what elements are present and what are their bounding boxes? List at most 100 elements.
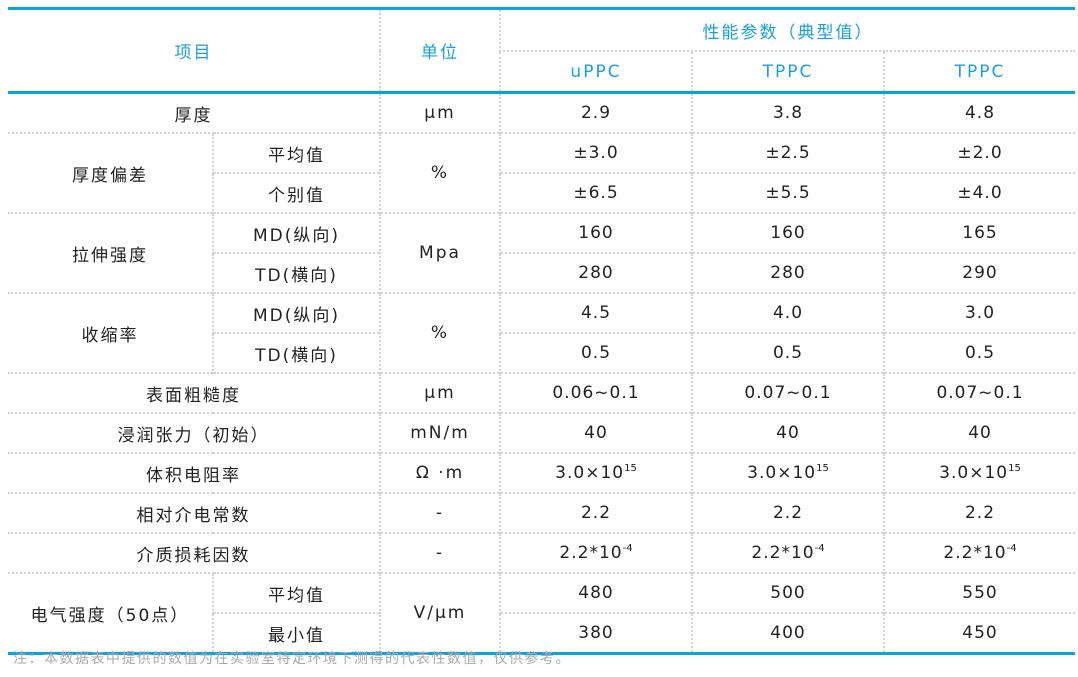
value-cell: 380 [499,612,692,654]
value-base: 2.2*10 [943,543,1007,563]
table-row: 介质损耗因数 -2.2*10-4 2.2*10-4 2.2*10-4 [8,532,1076,573]
table-row: 个别值 ±6.5 ±5.5 ±4.0 [8,172,1076,213]
value-cell: 160 [499,212,692,253]
value-cell: ±4.0 [882,172,1076,213]
header-product-uppc: uPPC [499,51,692,93]
header-item: 项目 [174,43,213,63]
value-exponent: -4 [622,543,633,554]
header-product-tppc: TPPC [691,51,884,93]
value-cell: ±5.5 [691,172,884,213]
value-cell: 40 [882,412,1076,453]
value-cell: 0.07~0.1 [691,372,884,413]
footnote: 注：本数据表中提供的数值为在实验室特定环境下测得的代表性数值，仅供参考。 [13,651,571,667]
value-cell: 280 [691,252,884,293]
row-subitem: MD(纵向) [212,292,380,333]
value-cell: 4.8 [882,92,1076,133]
value-cell: 2.2 [499,492,692,533]
value-cell: 550 [882,572,1076,613]
row-item: 拉伸强度 [8,212,213,293]
row-unit: Mpa [379,212,500,293]
row-unit: V/μm [379,572,500,654]
value-cell: 40 [499,412,692,453]
table-row: 厚度偏差 平均值% ±3.0 ±2.5 ±2.0 [8,132,1076,213]
row-unit: - [379,492,500,533]
value-cell: 0.5 [691,332,884,373]
row-item: 表面粗糙度 [8,372,380,413]
row-item: 浸润张力（初始） [8,412,380,453]
value-cell: 0.07~0.1 [882,372,1076,413]
row-unit: % [379,292,500,373]
value-cell: 0.06~0.1 [499,372,692,413]
value-cell: ±3.0 [499,132,692,173]
value-cell: 2.2*10-4 [691,532,884,573]
row-item: 厚度偏差 [8,132,213,213]
value-cell: 0.5 [882,332,1076,373]
row-item: 收缩率 [8,292,213,373]
value-cell: 40 [691,412,884,453]
value-cell: 3.0 [882,292,1076,333]
row-unit: μm [379,92,500,133]
row-subitem: TD(横向) [212,252,380,293]
table-row: 收缩率 MD(纵向)% 4.5 4.0 3.0 [8,292,1076,373]
row-subitem: TD(横向) [212,332,380,373]
value-cell: 480 [499,572,692,613]
value-cell: 500 [691,572,884,613]
table-row: TD(横向) 280 280 290 [8,252,1076,293]
row-subitem: 个别值 [212,172,380,213]
table-row: TD(横向) 0.5 0.5 0.5 [8,332,1076,373]
header-product-tppc-2: TPPC [882,51,1076,93]
row-item: 介质损耗因数 [8,532,380,573]
row-item: 厚度 [174,105,213,126]
row-item: 电气强度（50点） [8,572,213,654]
row-unit: - [379,532,500,573]
value-cell: 290 [882,252,1076,293]
value-cell: 3.0×1015 [882,452,1076,493]
value-cell: 400 [691,612,884,654]
table-row: 浸润张力（初始） mN/m 40 40 40 [8,412,1076,453]
value-exponent: 15 [1008,463,1021,474]
table-row: 电气强度（50点） 平均值 V/μm 480 500 550 [8,572,1076,654]
value-exponent: 15 [624,463,637,474]
table-row: 厚度 μm 2.9 3.8 4.8 [8,92,1076,133]
value-cell: 3.8 [691,92,884,133]
row-subitem: 平均值 [212,132,380,173]
value-exponent: 15 [816,463,829,474]
spec-table: 项目 单位 性能参数（典型值） uPPC TPPC TPPC 厚度 μm 2.9 3.… [8,7,1076,655]
value-cell: 3.0×1015 [499,452,692,493]
row-subitem: 最小值 [212,612,380,654]
row-unit: mN/m [379,412,500,453]
value-cell: 2.2*10-4 [499,532,692,573]
header-unit: 单位 [379,8,500,93]
value-base: 3.0×10 [747,463,817,483]
value-cell: 450 [882,612,1076,654]
table-row: 体积电阻率 Ω ·m 3.0×1015 3.0×1015 3.0×1015 [8,452,1076,493]
row-subitem: MD(纵向) [212,212,380,253]
row-item: 体积电阻率 [8,452,380,493]
value-base: 3.0×10 [939,463,1009,483]
value-cell: 2.9 [499,92,692,133]
value-cell: 280 [499,252,692,293]
table-row: 相对介电常数 -2.2 2.2 2.2 [8,492,1076,533]
header-performance-group: 性能参数（典型值） [498,8,1076,52]
row-item: 相对介电常数 [8,492,380,533]
value-cell: 4.5 [499,292,692,333]
value-base: 2.2*10 [751,543,815,563]
table-header: 项目 单位 性能参数（典型值） uPPC TPPC TPPC [8,8,1076,93]
value-cell: 160 [691,212,884,253]
row-unit: μm [379,372,500,413]
table-row: 拉伸强度 MD(纵向) Mpa 160 160 165 [8,212,1076,293]
table-row: 最小值 380 400 450 [8,612,1076,654]
value-cell: 2.2*10-4 [882,532,1076,573]
value-cell: 2.2 [691,492,884,533]
value-cell: 3.0×1015 [691,452,884,493]
table-row: 表面粗糙度 μm 0.06~0.1 0.07~0.1 0.07~0.1 [8,372,1076,413]
value-cell: ±6.5 [499,172,692,213]
row-subitem: 平均值 [212,572,380,613]
value-exponent: -4 [1006,543,1017,554]
value-cell: 0.5 [499,332,692,373]
table-body: 厚度 μm 2.9 3.8 4.8 厚度偏差 平均值% ±3.0 ±2.5 ±2.0 个别值 ±6.5… [8,92,1076,654]
value-cell: ±2.5 [691,132,884,173]
value-base: 2.2*10 [559,543,623,563]
value-base: 3.0×10 [555,463,625,483]
value-exponent: -4 [814,543,825,554]
